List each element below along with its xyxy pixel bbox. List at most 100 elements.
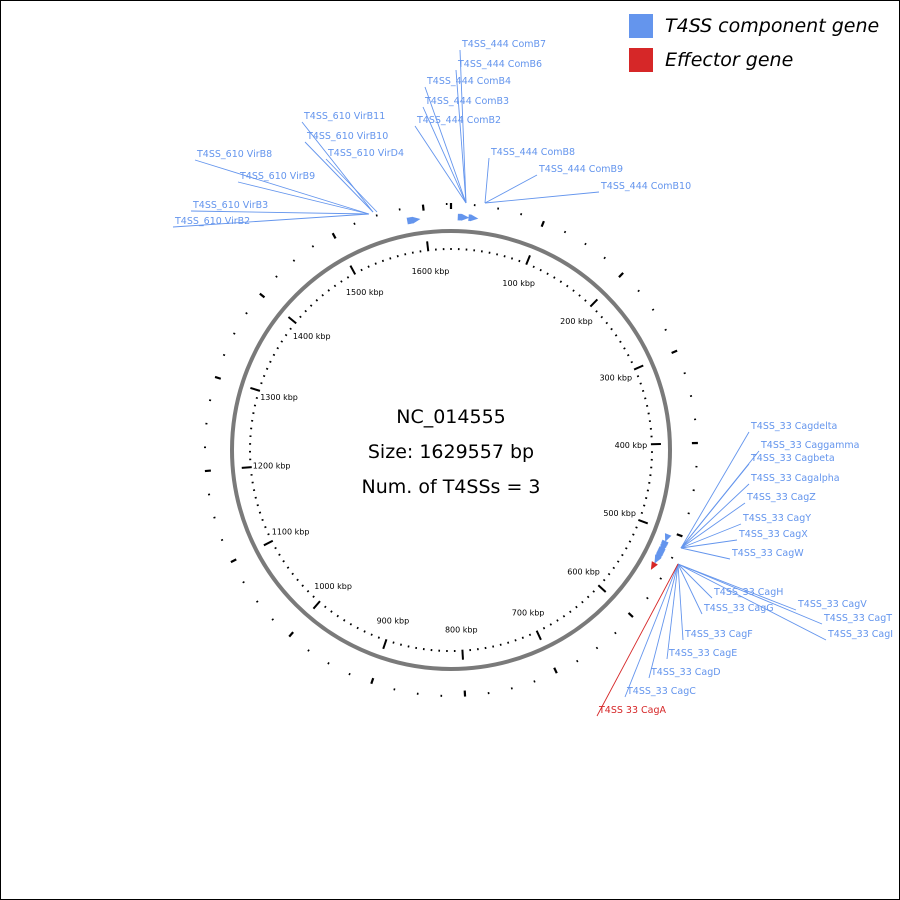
minor-scale-tick bbox=[518, 259, 521, 263]
outer-dotted-tick bbox=[595, 646, 599, 650]
minor-scale-tick bbox=[549, 623, 553, 626]
major-scale-tick bbox=[382, 638, 388, 650]
legend-label-component: T4SS component gene bbox=[665, 15, 880, 37]
minor-scale-tick bbox=[639, 382, 642, 385]
gene-label: T4SS_33 CagF bbox=[684, 629, 753, 640]
outer-dotted-tick bbox=[222, 353, 226, 357]
major-scale-tick bbox=[349, 265, 357, 275]
outer-dotted-tick bbox=[683, 372, 686, 375]
minor-scale-tick bbox=[542, 626, 546, 630]
major-scale-tick bbox=[525, 255, 531, 266]
outer-dotted-tick bbox=[220, 538, 224, 542]
minor-scale-tick bbox=[269, 360, 272, 363]
gene-label: T4SS_444 ComB4 bbox=[426, 76, 511, 87]
outer-dotted-tick bbox=[421, 204, 425, 211]
gene-label: T4SS_610 VirB9 bbox=[239, 171, 315, 182]
outer-dotted-tick bbox=[271, 618, 275, 621]
outer-dotted-tick bbox=[275, 275, 278, 278]
gene-leader-line bbox=[680, 547, 731, 560]
minor-scale-tick bbox=[374, 262, 377, 265]
minor-scale-tick bbox=[333, 284, 337, 288]
gene-marker bbox=[664, 533, 672, 542]
gene-leader-line bbox=[424, 86, 467, 204]
minor-scale-tick bbox=[640, 511, 644, 515]
minor-scale-tick bbox=[255, 396, 259, 400]
outer-dotted-tick bbox=[259, 292, 266, 299]
outer-dotted-tick bbox=[614, 631, 617, 635]
minor-scale-tick bbox=[630, 360, 634, 364]
gene-leader-line bbox=[237, 181, 370, 215]
gene-label: T4SS_33 CagT bbox=[823, 613, 892, 624]
minor-scale-tick bbox=[262, 374, 266, 378]
minor-scale-tick bbox=[575, 605, 578, 609]
minor-scale-tick bbox=[349, 623, 353, 626]
scale-label: 200 kbp bbox=[560, 317, 593, 326]
gene-leader-line bbox=[677, 563, 797, 611]
minor-scale-tick bbox=[584, 299, 587, 302]
minor-scale-tick bbox=[607, 572, 611, 576]
major-scale-tick bbox=[633, 364, 644, 371]
major-scale-tick bbox=[535, 630, 542, 641]
gene-label: T4SS_444 ComB2 bbox=[416, 115, 501, 126]
gene-marker bbox=[469, 214, 479, 222]
minor-scale-tick bbox=[521, 636, 524, 639]
minor-scale-tick bbox=[306, 590, 310, 593]
major-scale-tick bbox=[263, 539, 274, 547]
minor-scale-tick bbox=[272, 353, 276, 357]
minor-scale-tick bbox=[619, 340, 622, 344]
minor-scale-tick bbox=[628, 540, 632, 543]
outer-dotted-tick bbox=[204, 469, 211, 473]
minor-scale-tick bbox=[625, 547, 628, 550]
gene-label: T4SS_444 ComB10 bbox=[600, 181, 691, 192]
minor-scale-tick bbox=[514, 639, 517, 642]
gene-leader-line bbox=[422, 106, 467, 204]
scale-label: 1400 kbp bbox=[293, 332, 331, 341]
gene-leader-line bbox=[666, 563, 679, 660]
major-scale-tick bbox=[287, 316, 297, 325]
outer-dotted-tick bbox=[651, 308, 655, 311]
gene-label: T4SS_33 CagC bbox=[626, 686, 696, 697]
gene-leader-line bbox=[596, 563, 679, 717]
minor-scale-tick bbox=[278, 553, 281, 556]
minor-scale-tick bbox=[256, 504, 259, 507]
minor-scale-tick bbox=[644, 397, 647, 400]
minor-scale-tick bbox=[572, 289, 575, 292]
minor-scale-tick bbox=[559, 280, 563, 283]
gene-label: T4SS_33 CagI bbox=[827, 629, 893, 640]
minor-scale-tick bbox=[282, 560, 285, 563]
outer-dotted-tick bbox=[331, 232, 337, 239]
minor-scale-tick bbox=[642, 504, 646, 507]
minor-scale-tick bbox=[377, 636, 380, 639]
minor-scale-tick bbox=[304, 309, 307, 313]
gene-leader-line bbox=[680, 539, 738, 549]
gene-leader-line bbox=[325, 158, 378, 213]
outer-dotted-tick bbox=[307, 649, 310, 652]
scale-label: 300 kbp bbox=[599, 374, 632, 383]
legend-label-effector: Effector gene bbox=[665, 49, 794, 71]
gene-label: T4SS 33 CagA bbox=[598, 705, 667, 716]
outer-dotted-tick bbox=[233, 332, 236, 335]
scale-label: 900 kbp bbox=[377, 616, 410, 625]
outer-dotted-tick bbox=[540, 220, 545, 228]
outer-dotted-tick bbox=[292, 259, 296, 262]
minor-scale-tick bbox=[327, 289, 330, 292]
minor-scale-tick bbox=[276, 346, 279, 350]
minor-scale-tick bbox=[336, 614, 339, 618]
major-scale-tick bbox=[241, 466, 252, 469]
minor-scale-tick bbox=[614, 334, 618, 337]
minor-scale-tick bbox=[556, 619, 559, 622]
gene-leader-line bbox=[190, 210, 370, 215]
minor-scale-tick bbox=[309, 304, 313, 307]
scale-label: 1500 kbp bbox=[346, 288, 384, 297]
gene-marker bbox=[654, 554, 662, 564]
minor-scale-tick bbox=[312, 595, 315, 598]
outer-dotted-tick bbox=[327, 662, 330, 665]
minor-scale-tick bbox=[510, 257, 514, 260]
gene-leader-line bbox=[680, 463, 750, 549]
minor-scale-tick bbox=[632, 533, 635, 536]
minor-scale-tick bbox=[636, 375, 640, 378]
outer-dotted-tick bbox=[213, 516, 216, 519]
minor-scale-tick bbox=[315, 299, 319, 302]
outer-dotted-tick bbox=[553, 667, 558, 674]
